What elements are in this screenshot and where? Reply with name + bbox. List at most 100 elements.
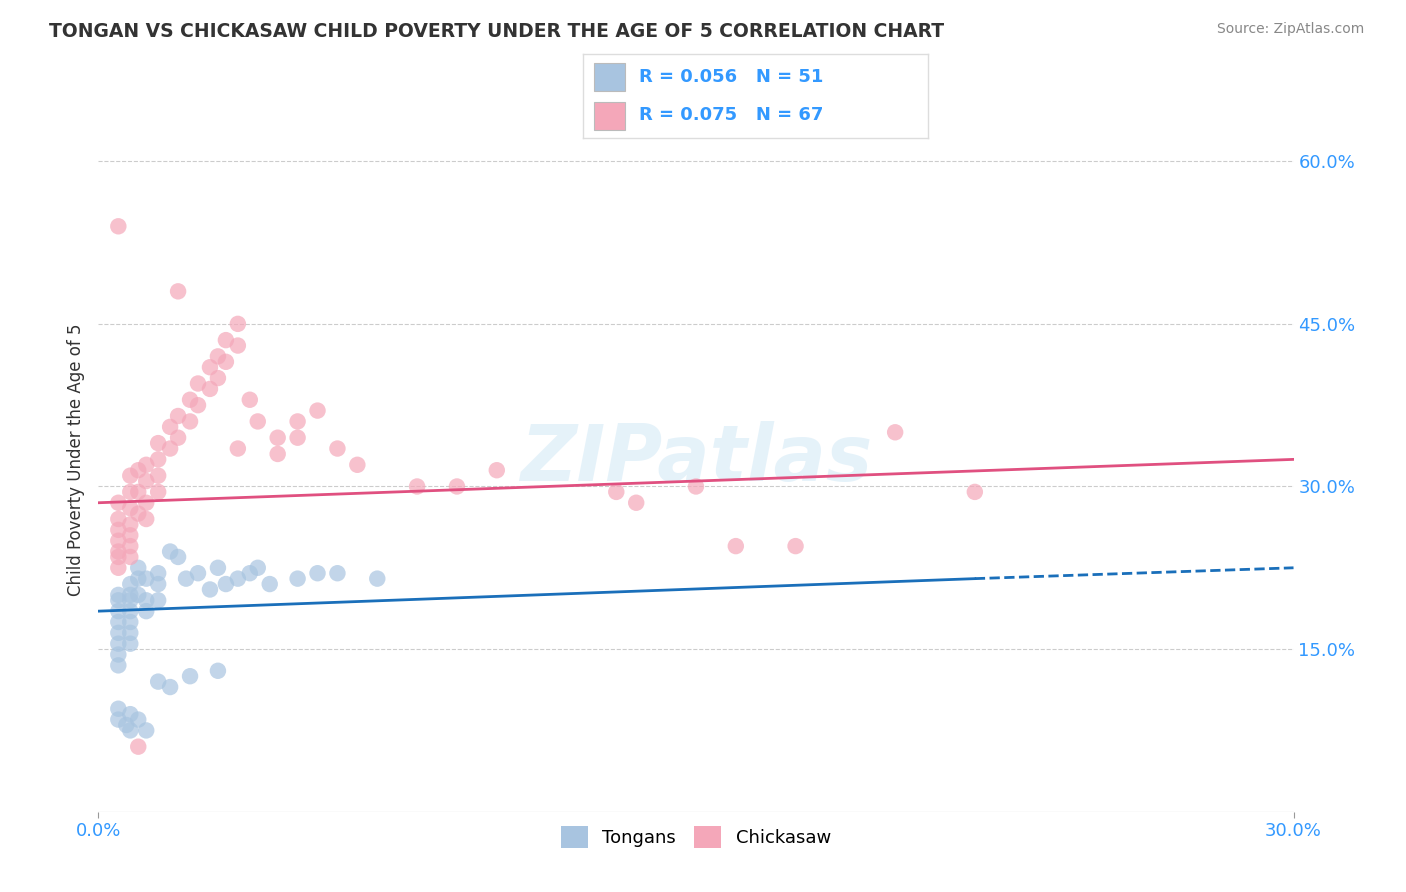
Point	[207, 371, 229, 385]
Point	[187, 398, 209, 412]
Point	[127, 739, 149, 754]
Point	[307, 403, 329, 417]
Point	[326, 566, 349, 581]
Point	[267, 447, 290, 461]
Point	[135, 496, 157, 510]
Point	[120, 625, 142, 640]
Point	[120, 549, 142, 564]
Point	[226, 442, 249, 456]
Text: Source: ZipAtlas.com: Source: ZipAtlas.com	[1216, 22, 1364, 37]
Point	[446, 479, 468, 493]
Point	[135, 604, 157, 618]
Point	[246, 561, 269, 575]
Point	[366, 572, 388, 586]
Point	[187, 376, 209, 391]
Point	[115, 718, 138, 732]
Point	[406, 479, 429, 493]
Point	[226, 572, 249, 586]
Point	[159, 442, 181, 456]
Point	[120, 707, 142, 722]
Point	[259, 577, 281, 591]
Point	[107, 625, 129, 640]
Point	[179, 392, 201, 407]
Point	[120, 615, 142, 629]
Point	[107, 702, 129, 716]
Point	[148, 436, 170, 450]
Point	[485, 463, 508, 477]
Point	[107, 561, 129, 575]
Point	[148, 674, 170, 689]
Text: ZIPatlas: ZIPatlas	[520, 421, 872, 498]
Point	[179, 669, 201, 683]
Point	[239, 566, 262, 581]
Point	[107, 549, 129, 564]
Point	[626, 496, 648, 510]
Text: R = 0.056   N = 51: R = 0.056 N = 51	[638, 68, 823, 86]
Point	[107, 588, 129, 602]
Point	[884, 425, 907, 440]
Point	[307, 566, 329, 581]
Point	[159, 544, 181, 558]
Point	[187, 566, 209, 581]
Point	[107, 512, 129, 526]
Point	[127, 713, 149, 727]
Point	[148, 577, 170, 591]
Point	[107, 219, 129, 234]
Point	[267, 431, 290, 445]
Point	[127, 463, 149, 477]
Point	[963, 484, 986, 499]
Point	[179, 414, 201, 428]
Point	[120, 528, 142, 542]
Point	[215, 355, 238, 369]
Point	[107, 496, 129, 510]
Point	[120, 593, 142, 607]
Point	[685, 479, 707, 493]
Point	[135, 723, 157, 738]
Point	[198, 382, 221, 396]
Point	[148, 468, 170, 483]
Point	[127, 572, 149, 586]
Point	[107, 533, 129, 548]
FancyBboxPatch shape	[593, 62, 624, 91]
Point	[127, 588, 149, 602]
Point	[167, 285, 190, 299]
Point	[287, 414, 309, 428]
Point	[107, 544, 129, 558]
Point	[148, 452, 170, 467]
Point	[148, 484, 170, 499]
Point	[287, 431, 309, 445]
Point	[207, 664, 229, 678]
Point	[148, 566, 170, 581]
Point	[207, 561, 229, 575]
Point	[127, 507, 149, 521]
Point	[226, 317, 249, 331]
Point	[605, 484, 627, 499]
Point	[120, 637, 142, 651]
Point	[120, 723, 142, 738]
Point	[215, 333, 238, 347]
Point	[120, 577, 142, 591]
Point	[120, 517, 142, 532]
Point	[215, 577, 238, 591]
Point	[226, 338, 249, 352]
Point	[246, 414, 269, 428]
Point	[120, 484, 142, 499]
Point	[107, 648, 129, 662]
Point	[107, 637, 129, 651]
Point	[174, 572, 197, 586]
Point	[127, 561, 149, 575]
Point	[198, 360, 221, 375]
Point	[135, 512, 157, 526]
Y-axis label: Child Poverty Under the Age of 5: Child Poverty Under the Age of 5	[66, 323, 84, 596]
Point	[167, 409, 190, 423]
Point	[207, 350, 229, 364]
Point	[120, 468, 142, 483]
Point	[107, 615, 129, 629]
Point	[326, 442, 349, 456]
Point	[120, 539, 142, 553]
Text: R = 0.075   N = 67: R = 0.075 N = 67	[638, 106, 823, 124]
Point	[159, 420, 181, 434]
Point	[107, 713, 129, 727]
Point	[120, 588, 142, 602]
Point	[120, 501, 142, 516]
